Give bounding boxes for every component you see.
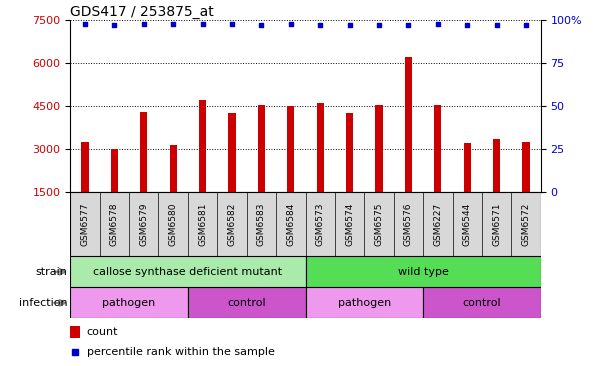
Bar xyxy=(81,142,89,192)
Point xyxy=(198,20,208,26)
Text: count: count xyxy=(87,327,119,337)
Point xyxy=(286,20,296,26)
Text: GSM6575: GSM6575 xyxy=(375,202,384,246)
Text: control: control xyxy=(463,298,501,308)
Bar xyxy=(316,103,324,192)
Point xyxy=(521,22,531,28)
Text: callose synthase deficient mutant: callose synthase deficient mutant xyxy=(93,267,282,277)
Bar xyxy=(258,105,265,192)
Text: GSM6572: GSM6572 xyxy=(522,202,530,246)
Point xyxy=(374,22,384,28)
Bar xyxy=(111,149,118,192)
Bar xyxy=(423,287,541,318)
Text: pathogen: pathogen xyxy=(338,298,391,308)
Point xyxy=(80,20,90,26)
Text: pathogen: pathogen xyxy=(103,298,156,308)
Text: infection: infection xyxy=(18,298,67,308)
Text: GSM6583: GSM6583 xyxy=(257,202,266,246)
Text: GSM6580: GSM6580 xyxy=(169,202,178,246)
Bar xyxy=(306,287,423,318)
Bar xyxy=(493,139,500,192)
Bar xyxy=(70,326,79,338)
Point xyxy=(463,22,472,28)
Text: GDS417 / 253875_at: GDS417 / 253875_at xyxy=(70,5,214,19)
Point xyxy=(433,20,443,26)
Bar xyxy=(404,57,412,192)
Bar xyxy=(140,112,147,192)
Bar xyxy=(346,113,353,192)
Point xyxy=(315,22,325,28)
Text: GSM6579: GSM6579 xyxy=(139,202,148,246)
Point xyxy=(492,22,502,28)
Point xyxy=(227,20,237,26)
Point xyxy=(345,22,354,28)
Text: strain: strain xyxy=(35,267,67,277)
Bar xyxy=(229,113,236,192)
Text: control: control xyxy=(227,298,266,308)
Text: GSM6581: GSM6581 xyxy=(198,202,207,246)
Bar xyxy=(522,142,530,192)
Point xyxy=(168,20,178,26)
Bar xyxy=(188,287,306,318)
Text: GSM6582: GSM6582 xyxy=(227,202,236,246)
Bar xyxy=(70,256,306,287)
Text: GSM6576: GSM6576 xyxy=(404,202,413,246)
Text: GSM6571: GSM6571 xyxy=(492,202,501,246)
Text: GSM6574: GSM6574 xyxy=(345,202,354,246)
Point xyxy=(139,20,148,26)
Text: GSM6578: GSM6578 xyxy=(110,202,119,246)
Bar xyxy=(287,106,295,192)
Text: GSM6544: GSM6544 xyxy=(463,202,472,246)
Text: percentile rank within the sample: percentile rank within the sample xyxy=(87,347,274,357)
Point xyxy=(403,22,413,28)
Text: GSM6584: GSM6584 xyxy=(287,202,295,246)
Point xyxy=(257,22,266,28)
Text: GSM6573: GSM6573 xyxy=(316,202,324,246)
Bar xyxy=(199,100,207,192)
Bar xyxy=(434,105,442,192)
Point xyxy=(109,22,119,28)
Bar xyxy=(169,145,177,192)
Text: GSM6577: GSM6577 xyxy=(81,202,89,246)
Text: wild type: wild type xyxy=(398,267,448,277)
Bar xyxy=(464,143,471,192)
Bar xyxy=(70,287,188,318)
Bar xyxy=(306,256,541,287)
Bar xyxy=(375,105,382,192)
Text: GSM6227: GSM6227 xyxy=(433,202,442,246)
